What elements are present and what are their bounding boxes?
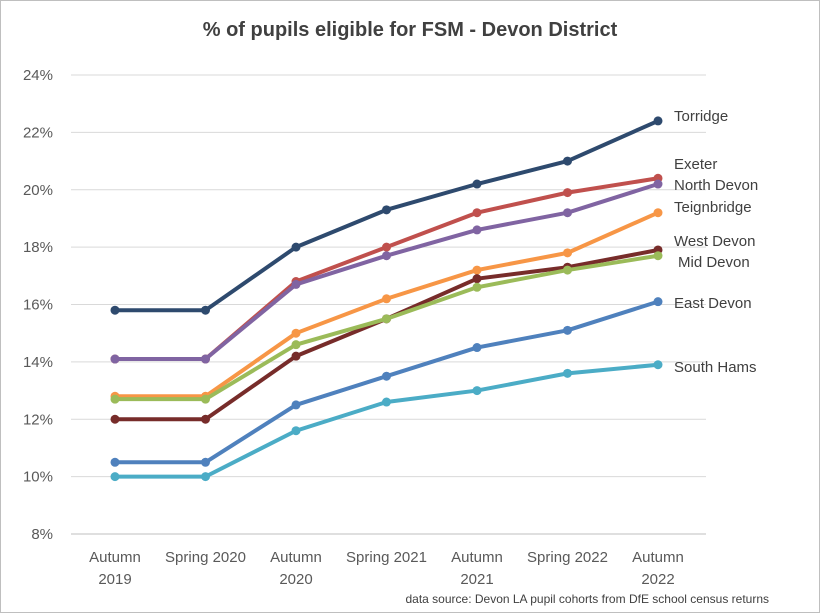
data-point-torridge (291, 242, 301, 252)
series-label-torridge: Torridge (674, 108, 728, 125)
series-line-east-devon (113, 299, 660, 465)
data-point-teignbridge (653, 208, 663, 218)
y-tick-label: 8% (31, 526, 53, 543)
data-point-south-hams (472, 386, 482, 396)
data-point-east-devon (472, 343, 482, 353)
y-tick-label: 12% (23, 411, 53, 428)
y-tick-label: 10% (23, 469, 53, 486)
data-point-torridge (563, 156, 572, 166)
series-line-torridge (113, 118, 660, 313)
data-point-mid-devon (472, 282, 482, 292)
data-point-south-hams (291, 426, 301, 436)
data-point-south-hams (201, 472, 210, 482)
data-point-east-devon (201, 457, 210, 467)
data-point-exeter (472, 208, 482, 218)
data-point-north-devon (291, 279, 301, 289)
data-point-teignbridge (291, 328, 301, 338)
data-point-torridge (472, 179, 482, 189)
data-point-west-devon (201, 414, 210, 424)
data-point-north-devon (653, 179, 663, 189)
data-point-west-devon (110, 414, 120, 424)
data-point-torridge (653, 116, 663, 126)
data-point-south-hams (653, 360, 663, 370)
data-point-north-devon (382, 251, 391, 261)
data-point-mid-devon (382, 314, 391, 324)
data-point-east-devon (563, 325, 572, 335)
data-point-mid-devon (563, 265, 572, 275)
y-tick-label: 20% (23, 182, 53, 199)
series-label-mid-devon: Mid Devon (678, 254, 750, 271)
data-point-teignbridge (563, 248, 572, 258)
data-point-east-devon (382, 371, 391, 381)
y-tick-label: 24% (23, 67, 53, 84)
y-tick-label: 18% (23, 239, 53, 256)
data-point-south-hams (382, 397, 391, 407)
data-point-south-hams (563, 368, 572, 378)
data-point-west-devon (472, 274, 482, 284)
y-tick-label: 16% (23, 297, 53, 314)
series-label-north-devon: North Devon (674, 177, 758, 194)
data-point-exeter (563, 188, 572, 198)
data-point-torridge (382, 205, 391, 215)
x-tick-label: Autumn 2021 (451, 549, 503, 588)
x-tick-label: Autumn 2022 (632, 549, 684, 588)
data-point-torridge (110, 305, 120, 315)
data-point-north-devon (563, 208, 572, 218)
series-label-teignbridge: Teignbridge (674, 199, 752, 216)
series-label-east-devon: East Devon (674, 295, 752, 312)
data-point-north-devon (201, 354, 210, 364)
series-line-west-devon (113, 247, 660, 422)
y-tick-label: 22% (23, 124, 53, 141)
data-point-east-devon (653, 297, 663, 307)
data-point-west-devon (291, 351, 301, 361)
series-label-exeter: Exeter (674, 156, 717, 173)
data-point-east-devon (291, 400, 301, 410)
chart-title: % of pupils eligible for FSM - Devon Dis… (202, 19, 618, 41)
x-tick-label: Spring 2020 (165, 549, 246, 566)
series-label-west-devon: West Devon (674, 233, 755, 250)
data-point-north-devon (110, 354, 120, 364)
data-point-mid-devon (653, 251, 663, 261)
data-point-exeter (382, 242, 391, 252)
data-point-north-devon (472, 225, 482, 235)
x-tick-label: Spring 2021 (346, 549, 427, 566)
x-tick-label: Autumn 2020 (270, 549, 322, 588)
data-point-mid-devon (201, 394, 210, 404)
data-point-east-devon (110, 457, 120, 467)
series-label-south-hams: South Hams (674, 359, 757, 376)
data-point-teignbridge (382, 294, 391, 304)
data-point-south-hams (110, 472, 120, 482)
x-tick-label: Spring 2022 (527, 549, 608, 566)
data-point-mid-devon (291, 340, 301, 350)
data-point-teignbridge (472, 265, 482, 275)
y-tick-label: 14% (23, 354, 53, 371)
data-point-mid-devon (110, 394, 120, 404)
data-point-torridge (201, 305, 210, 315)
data-source-note: data source: Devon LA pupil cohorts from… (405, 592, 769, 606)
x-tick-label: Autumn 2019 (89, 549, 141, 588)
